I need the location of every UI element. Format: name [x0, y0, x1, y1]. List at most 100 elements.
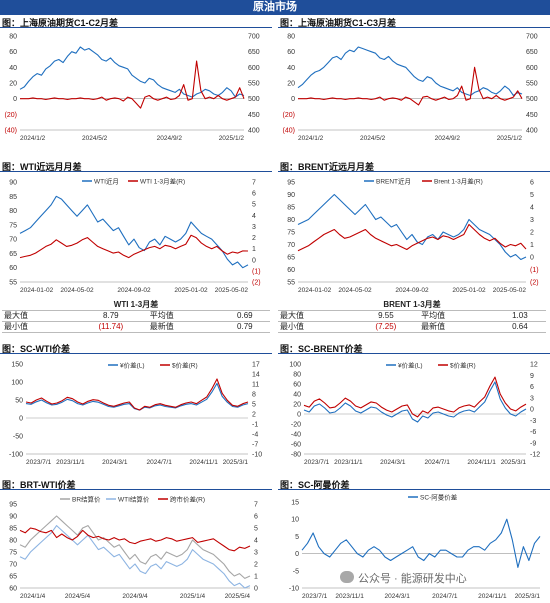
y-tick-label: 70: [9, 562, 17, 569]
y2-tick-label: 550: [248, 81, 260, 88]
title-divider: [278, 27, 550, 28]
x-tick-label: 2024-01-02: [20, 287, 54, 294]
y2-tick-label: -3: [530, 418, 536, 425]
chart-title: 图：SC-阿曼价差: [280, 480, 350, 490]
legend-label: SC-阿曼价差: [420, 493, 458, 502]
y2-tick-label: 2: [530, 230, 534, 237]
y2-tick-label: 3: [530, 395, 534, 402]
y-tick-label: 70: [9, 237, 17, 244]
y2-tick-label: 700: [248, 34, 260, 41]
x-tick-label: 2024/9/2: [435, 135, 461, 142]
avg-value: 0.69: [219, 310, 270, 322]
x-tick-label: 2024/5/2: [82, 135, 108, 142]
y2-tick-label: 500: [248, 96, 260, 103]
chart-svg: (40) (20) 0 20 40 60 80 400 450 500 550 600 650 700 20…: [283, 34, 538, 143]
chart-svg: -100 -50 0 50 100 150 -10 -7 -4 -1 2 5 8 11 14 17 2023/7…: [9, 361, 262, 467]
x-tick-label: 2024/7/1: [425, 459, 451, 466]
x-tick-label: 2025/1/2: [497, 135, 523, 142]
y-tick-label: -80: [291, 452, 301, 459]
x-tick-label: 2024/3/1: [380, 459, 406, 466]
y-tick-label: 90: [287, 192, 295, 199]
chart-svg: 55 60 65 70 75 80 85 90 95 (2) (1) 0 1 2 3 4 5 6 2024-01-0…: [287, 177, 539, 295]
y2-tick-label: 14: [252, 372, 260, 379]
y-tick-label: 75: [287, 230, 295, 237]
chart-title: 图：WTI近远月月差: [2, 162, 82, 172]
y2-tick-label: 1: [530, 242, 534, 249]
title-divider: [278, 353, 550, 354]
y2-tick-label: 5: [252, 402, 256, 409]
y2-tick-label: (2): [530, 280, 539, 287]
y2-tick-label: 5: [252, 202, 256, 209]
y-tick-label: 0: [291, 96, 295, 103]
legend-label: WTI 1-3月差(R): [140, 177, 185, 186]
y-tick-label: -20: [291, 422, 301, 429]
y2-tick-label: -7: [252, 442, 258, 449]
y-tick-label: 0: [19, 416, 23, 423]
legend-label: Brent 1-3月差(R): [434, 177, 483, 186]
y-tick-label: 85: [287, 205, 295, 212]
y2-tick-label: 0: [254, 586, 258, 593]
series-line-0: [19, 515, 251, 579]
chart-title: 图：SC-BRENT价差: [280, 344, 363, 354]
x-tick-label: 2024-01-02: [298, 287, 332, 294]
y-tick-label: 60: [9, 49, 17, 56]
series-line-1: [298, 66, 523, 106]
y2-tick-label: 450: [248, 112, 260, 119]
x-tick-label: 2025/3/1: [515, 593, 541, 600]
y-tick-label: 20: [287, 81, 295, 88]
chart-panel-sc-c1-c3: 图：上海原油期货C1-C3月差 (40) (20) 0 20 40 60 80 400 450 5…: [278, 16, 550, 146]
y-tick-label: 80: [293, 372, 301, 379]
avg-label: 平均值: [419, 310, 494, 322]
x-tick-label: 2024-09-02: [395, 287, 429, 294]
x-tick-label: 2023/11/1: [335, 593, 364, 600]
stats-title: WTI 1-3月差: [2, 300, 270, 311]
series-line-1: [297, 223, 527, 252]
y-tick-label: 0: [295, 551, 299, 558]
y2-tick-label: 6: [530, 384, 534, 391]
chart-panel-sc-brent: 图：SC-BRENT价差 -80 -60 -40 -20 0 20 40 60 80 100 -12…: [278, 342, 550, 470]
x-tick-label: 2024/11/1: [478, 593, 507, 600]
y-tick-label: 55: [287, 280, 295, 287]
brent-stats-table: BRENT 1-3月差 最大值 9.55 平均值 1.03 最小值 (7.25)…: [278, 300, 546, 333]
y2-tick-label: 8: [252, 392, 256, 399]
y2-tick-label: -10: [252, 452, 262, 459]
y2-tick-label: 9: [530, 373, 534, 380]
stats-title: BRENT 1-3月差: [278, 300, 546, 311]
series-line-1: [19, 525, 251, 589]
y2-tick-label: 11: [252, 382, 259, 389]
y2-tick-label: -9: [530, 440, 536, 447]
y-tick-label: 0: [13, 96, 17, 103]
banner-title: 原油市场: [253, 1, 297, 13]
y-tick-label: 40: [9, 65, 17, 72]
legend-label: ¥价差(L): [120, 361, 145, 370]
avg-label: 平均值: [147, 310, 220, 322]
chart-panel-sc-wti: 图：SC-WTI价差 -100 -50 0 50 100 150 -10 -7 -4 -1 2 5 8 1…: [0, 342, 272, 470]
y2-tick-label: 4: [254, 538, 258, 545]
chart-title: 图：上海原油期货C1-C3月差: [280, 18, 397, 28]
x-tick-label: 2024/3/1: [102, 459, 128, 466]
y-tick-label: 20: [9, 81, 17, 88]
series-line-0: [297, 193, 527, 261]
legend-label: WTI近月: [94, 177, 119, 186]
y-tick-label: 5: [295, 534, 299, 541]
y-tick-label: 65: [287, 255, 295, 262]
x-tick-label: 2024/7/1: [432, 593, 458, 600]
x-tick-label: 2024/7/1: [147, 459, 173, 466]
y-tick-label: (40): [283, 128, 295, 135]
y-tick-label: -100: [9, 452, 23, 459]
y-tick-label: 60: [9, 265, 17, 272]
y2-tick-label: 0: [252, 257, 256, 264]
min-label: 最小值: [2, 321, 74, 333]
y2-tick-label: 4: [252, 213, 256, 220]
y2-tick-label: 5: [254, 526, 258, 533]
series-line-1: [303, 376, 527, 418]
y-tick-label: 75: [9, 222, 17, 229]
latest-label: 最新值: [147, 321, 220, 333]
y2-tick-label: 12: [530, 362, 538, 369]
latest-value: 0.79: [219, 321, 270, 333]
y2-tick-label: 4: [530, 205, 534, 212]
x-tick-label: 2024/11/1: [467, 459, 496, 466]
y-tick-label: 55: [9, 280, 17, 287]
y2-tick-label: 1: [254, 574, 258, 581]
y2-tick-label: -1: [252, 422, 258, 429]
